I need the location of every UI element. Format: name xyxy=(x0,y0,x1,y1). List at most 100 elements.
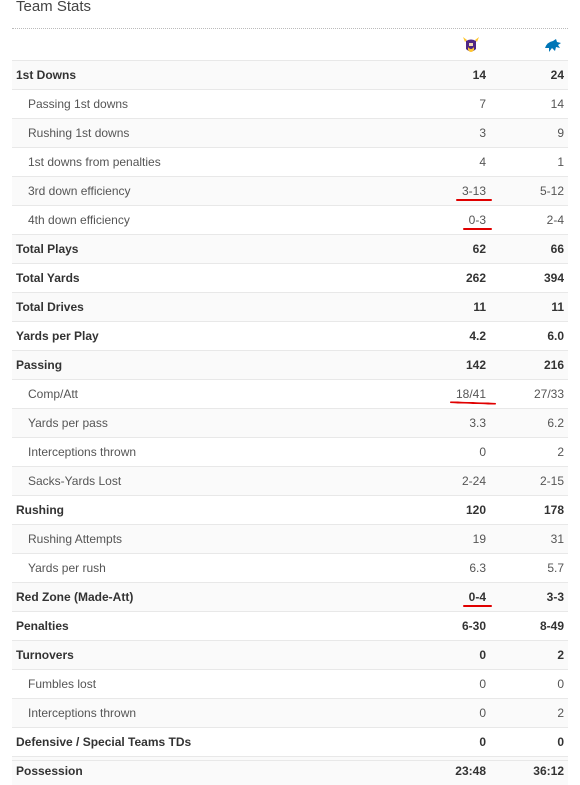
stat-label: Interceptions thrown xyxy=(28,445,137,459)
vikings-value-cell: 3.3 xyxy=(408,416,486,430)
vikings-value: 262 xyxy=(465,271,486,285)
stat-row: Total Yards 262 394 xyxy=(12,263,568,292)
stat-label: Passing 1st downs xyxy=(28,97,129,111)
vikings-value-cell: 4.2 xyxy=(408,329,486,343)
vikings-value: 3 xyxy=(479,126,486,140)
vikings-logo-icon xyxy=(461,36,481,56)
vikings-value: 0 xyxy=(479,706,486,720)
red-underline-annotation xyxy=(462,228,492,230)
vikings-value-cell: 4 xyxy=(408,155,486,169)
lions-value: 5-12 xyxy=(539,184,564,198)
lions-value-cell: 2 xyxy=(486,706,568,720)
vikings-value: 0 xyxy=(479,677,486,691)
vikings-value: 19 xyxy=(472,532,486,546)
stat-row: Yards per rush 6.3 5.7 xyxy=(12,553,568,582)
vikings-value: 7 xyxy=(479,97,486,111)
lions-value: 6.0 xyxy=(547,329,564,343)
stat-label: Rushing xyxy=(16,503,64,517)
stat-label: Yards per Play xyxy=(16,329,99,343)
lions-value-cell: 9 xyxy=(486,126,568,140)
lions-value: 2 xyxy=(557,445,564,459)
stat-label: Comp/Att xyxy=(28,387,79,401)
stat-label: 1st Downs xyxy=(16,68,77,82)
stat-row: Sacks-Yards Lost 2-24 2-15 xyxy=(12,466,568,495)
stat-row: Fumbles lost 0 0 xyxy=(12,669,568,698)
vikings-value: 142 xyxy=(465,358,486,372)
vikings-value-cell: 23:48 xyxy=(408,764,486,778)
lions-value-cell: 27/33 xyxy=(486,387,568,401)
stat-row: Interceptions thrown 0 2 xyxy=(12,437,568,466)
stat-label: Total Plays xyxy=(16,242,79,256)
vikings-value: 6.3 xyxy=(469,561,486,575)
stat-label: Possession xyxy=(16,764,83,778)
vikings-value-cell: 0-4 xyxy=(408,590,492,607)
vikings-value: 0-4 xyxy=(462,590,492,607)
vikings-value: 23:48 xyxy=(455,764,486,778)
vikings-value: 3.3 xyxy=(469,416,486,430)
lions-value: 0 xyxy=(557,677,564,691)
stat-label: Fumbles lost xyxy=(28,677,97,691)
vikings-value-cell: 62 xyxy=(408,242,486,256)
vikings-value: 0 xyxy=(479,445,486,459)
vikings-value: 0-3 xyxy=(462,213,492,230)
stat-row: Red Zone (Made-Att) 0-4 3-3 xyxy=(12,582,568,611)
stat-row: 1st downs from penalties 4 1 xyxy=(12,147,568,176)
vikings-value: 2-24 xyxy=(461,474,486,488)
lions-value-cell: 11 xyxy=(486,300,568,314)
red-underline-annotation xyxy=(462,605,492,607)
red-underline-annotation xyxy=(449,401,496,405)
team-stats-table: 1st Downs 14 24 Passing 1st downs 7 14 Rushing… xyxy=(12,60,568,785)
stat-label: Defensive / Special Teams TDs xyxy=(16,735,192,749)
stat-row: Total Drives 11 11 xyxy=(12,292,568,321)
lions-value-cell: 3-3 xyxy=(486,590,568,604)
stat-row: Total Plays 62 66 xyxy=(12,234,568,263)
stat-row: 4th down efficiency 0-3 2-4 xyxy=(12,205,568,234)
stat-row: Rushing 120 178 xyxy=(12,495,568,524)
stat-label: 3rd down efficiency xyxy=(28,184,131,198)
title-divider xyxy=(12,28,568,29)
stat-row: Comp/Att 18/41 27/33 xyxy=(12,379,568,408)
lions-value-cell: 1 xyxy=(486,155,568,169)
stat-row: Rushing Attempts 19 31 xyxy=(12,524,568,553)
vikings-value-cell: 120 xyxy=(408,503,486,517)
vikings-value-cell: 0-3 xyxy=(408,213,492,230)
lions-value-cell: 36:12 xyxy=(486,764,568,778)
stat-row: Turnovers 0 2 xyxy=(12,640,568,669)
vikings-value-cell: 142 xyxy=(408,358,486,372)
lions-value: 11 xyxy=(551,300,564,314)
table-bottom-divider xyxy=(12,760,568,761)
lions-value: 2-15 xyxy=(539,474,564,488)
vikings-value-cell: 262 xyxy=(408,271,486,285)
lions-value: 3-3 xyxy=(546,590,564,604)
stat-label: 4th down efficiency xyxy=(28,213,130,227)
lions-value-cell: 66 xyxy=(486,242,568,256)
vikings-value-cell: 0 xyxy=(408,677,486,691)
lions-value-cell: 0 xyxy=(486,677,568,691)
lions-value: 216 xyxy=(543,358,564,372)
vikings-value-cell: 0 xyxy=(408,706,486,720)
lions-value: 9 xyxy=(557,126,564,140)
stat-label: Red Zone (Made-Att) xyxy=(16,590,134,604)
lions-value: 27/33 xyxy=(533,387,564,401)
vikings-value-cell: 6.3 xyxy=(408,561,486,575)
stat-row: Passing 1st downs 7 14 xyxy=(12,89,568,118)
stat-label: Total Yards xyxy=(16,271,80,285)
lions-value-cell: 6.0 xyxy=(486,329,568,343)
stat-label: 1st downs from penalties xyxy=(28,155,161,169)
lions-value-cell: 24 xyxy=(486,68,568,82)
stat-label: Penalties xyxy=(16,619,69,633)
vikings-value: 3-13 xyxy=(455,184,492,201)
lions-value-cell: 5-12 xyxy=(486,184,568,198)
lions-value-cell: 0 xyxy=(486,735,568,749)
vikings-value: 120 xyxy=(465,503,486,517)
vikings-value-cell: 0 xyxy=(408,735,486,749)
stat-label: Total Drives xyxy=(16,300,84,314)
stat-label: Interceptions thrown xyxy=(28,706,137,720)
stat-label: Turnovers xyxy=(16,648,74,662)
stat-label: Rushing Attempts xyxy=(28,532,123,546)
vikings-value: 4.2 xyxy=(469,329,486,343)
vikings-value: 62 xyxy=(472,242,486,256)
lions-value-cell: 2 xyxy=(486,648,568,662)
lions-value: 24 xyxy=(550,68,564,82)
stat-label: Yards per rush xyxy=(28,561,106,575)
